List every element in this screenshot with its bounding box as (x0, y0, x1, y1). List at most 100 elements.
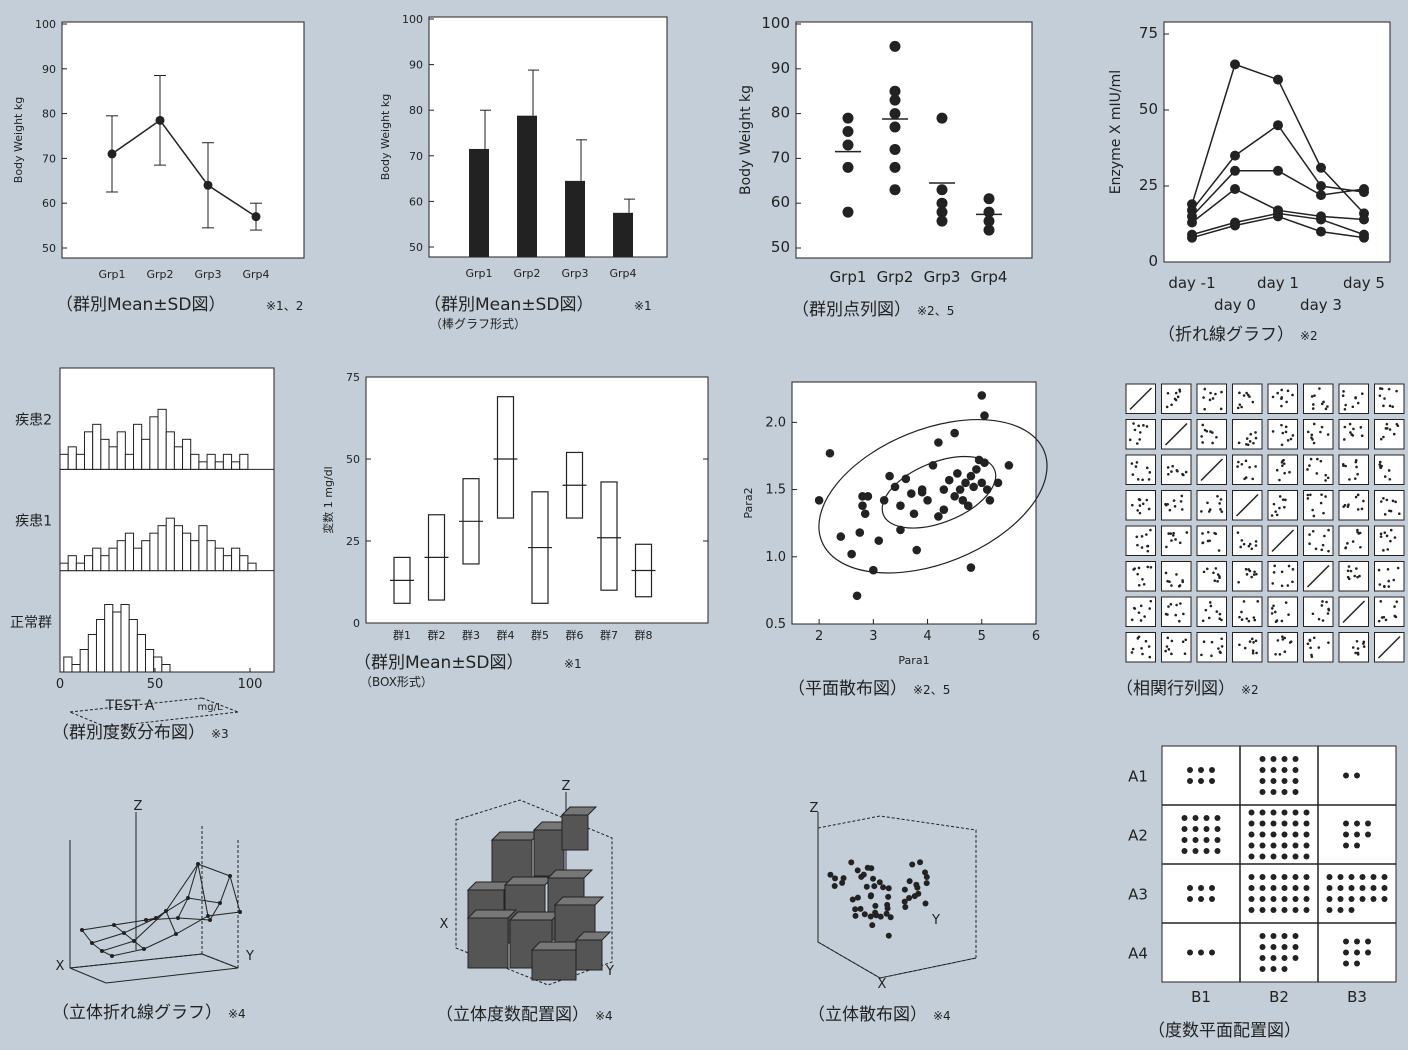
matrix-point (1248, 569, 1252, 573)
caption-c2: （群別Mean±SD図） (424, 295, 593, 315)
matrix-point (1236, 531, 1240, 534)
grid-dot (1281, 756, 1288, 762)
col-label: B2 (1269, 988, 1289, 1006)
data-point (1273, 120, 1283, 131)
matrix-point (1344, 464, 1347, 468)
matrix-point (1141, 577, 1144, 581)
grid-dot (1365, 949, 1371, 956)
data-point (901, 474, 911, 484)
histogram-bar (165, 431, 175, 470)
grid-dot (1259, 933, 1266, 939)
note-c4: ※2 (1300, 329, 1318, 343)
data-point (827, 871, 834, 878)
data-point (885, 471, 894, 481)
data-point (889, 108, 901, 120)
grid-dot (1343, 842, 1349, 849)
y-tick-label: 1.0 (765, 550, 786, 565)
matrix-point (1205, 567, 1209, 571)
matrix-point (1281, 635, 1284, 639)
grid-dot (1365, 831, 1371, 838)
data-point (203, 180, 213, 190)
matrix-point (1383, 475, 1387, 478)
grid-dot (1292, 955, 1299, 961)
data-point (1230, 150, 1240, 161)
matrix-point (1360, 392, 1364, 395)
x-tick-label: 5 (978, 629, 986, 644)
bar-3d (575, 939, 603, 971)
row-label: A1 (1128, 768, 1148, 786)
x-tick-label: 群6 (566, 628, 584, 642)
matrix-point (1208, 601, 1212, 604)
data-point (969, 482, 978, 492)
data-point (922, 900, 929, 907)
histogram-bar (71, 664, 81, 673)
data-point (852, 591, 862, 601)
matrix-point (1325, 600, 1328, 604)
matrix-point (1209, 391, 1212, 395)
data-point (1230, 220, 1240, 231)
matrix-point (1131, 647, 1135, 651)
matrix-point (1170, 639, 1174, 643)
data-point (961, 478, 970, 488)
matrix-cell (1125, 419, 1156, 450)
grid-dot (1248, 896, 1255, 902)
grid-dot (1359, 885, 1366, 891)
data-point (909, 861, 916, 868)
matrix-point (1253, 618, 1257, 622)
matrix-point (1308, 533, 1311, 536)
grid-dot (1303, 907, 1310, 913)
grid-dot (1303, 896, 1310, 902)
data-point (889, 143, 901, 155)
data-point (855, 528, 865, 537)
caption-c1: （群別Mean±SD図） (56, 295, 225, 315)
histogram-bar (145, 649, 155, 673)
matrix-point (1388, 428, 1392, 431)
bar (565, 180, 585, 257)
grid-dot (1354, 938, 1360, 945)
matrix-point (1353, 477, 1357, 480)
data-point (915, 890, 922, 897)
grid-dot (1292, 885, 1299, 891)
x-axis-label: Para1 (898, 654, 929, 667)
matrix-point (1341, 394, 1345, 398)
matrix-point (1284, 430, 1288, 434)
x-axis-unit: mg/L (197, 702, 222, 713)
grid-dot (1198, 767, 1204, 773)
y-tick-label: 50 (42, 242, 56, 255)
x-tick-label: 群4 (497, 628, 515, 642)
matrix-point (1175, 469, 1179, 472)
matrix-point (1355, 640, 1359, 643)
note-c10: ※4 (595, 1009, 613, 1023)
matrix-point (1137, 611, 1141, 614)
matrix-point (1238, 403, 1242, 406)
data-point (860, 509, 870, 519)
data-point (906, 489, 916, 498)
matrix-point (1251, 477, 1255, 481)
data-point (861, 911, 868, 918)
y-axis-label: 変数 1 mg/dl (321, 466, 335, 533)
matrix-point (1210, 640, 1214, 644)
grid-dot (1270, 874, 1277, 880)
histogram-bar (173, 446, 184, 470)
matrix-point (1250, 575, 1253, 579)
matrix-point (1379, 532, 1383, 536)
grid-dot (1259, 907, 1266, 913)
plot-area-c7 (791, 381, 1037, 625)
matrix-point (1238, 391, 1241, 395)
y-tick-label: 0.5 (765, 617, 786, 632)
data-point (852, 906, 859, 913)
matrix-point (1312, 422, 1316, 426)
data-point (825, 448, 835, 458)
matrix-point (1321, 543, 1325, 547)
y-tick-label: 50 (409, 241, 423, 254)
matrix-point (1218, 617, 1222, 621)
histogram-bar (120, 604, 130, 673)
matrix-point (1346, 575, 1350, 579)
matrix-point (1236, 465, 1239, 468)
matrix-point (1278, 653, 1282, 656)
data-point (982, 485, 992, 494)
grid-dot (1270, 809, 1277, 816)
matrix-point (1312, 514, 1316, 518)
matrix-point (1326, 433, 1330, 436)
grid-dot (1248, 809, 1255, 816)
